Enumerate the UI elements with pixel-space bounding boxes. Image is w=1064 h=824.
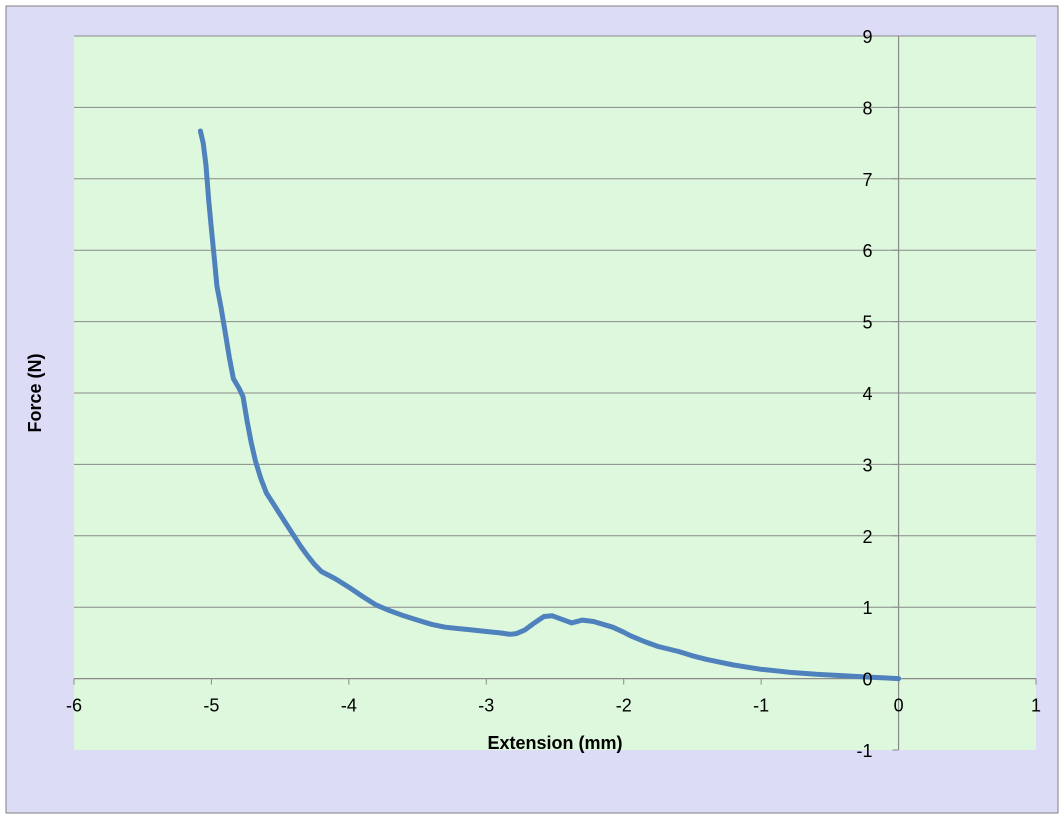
x-tick-label: -5	[203, 696, 219, 716]
y-tick-label: 9	[863, 27, 873, 47]
tick-labels: -6 -5 -4 -3 -2 -1 0 1 -1 0 1 2 3 4 5 6 7 8 9	[66, 27, 1041, 761]
y-tick-label: 1	[863, 598, 873, 618]
y-tick-label: 3	[863, 455, 873, 475]
y-tick-label: 6	[863, 241, 873, 261]
y-tick-label: -1	[857, 741, 873, 761]
y-tick-label: 5	[863, 313, 873, 333]
x-tick-label: -6	[66, 696, 82, 716]
x-tick-label: 1	[1031, 696, 1041, 716]
x-tick-label: -1	[753, 696, 769, 716]
y-axis-title: Force (N)	[25, 353, 45, 432]
x-tick-label: -3	[478, 696, 494, 716]
x-axis-title: Extension (mm)	[487, 733, 622, 753]
x-tick-label: -4	[341, 696, 357, 716]
series-layer	[197, 128, 902, 682]
x-tick-label: 0	[894, 696, 904, 716]
x-tick-label: -2	[616, 696, 632, 716]
y-tick-label: 2	[863, 527, 873, 547]
series-line-0	[197, 128, 902, 682]
gridlines	[74, 35, 1036, 608]
y-tick-label: 8	[863, 98, 873, 118]
y-tick-label: 4	[863, 384, 873, 404]
y-tick-label: 0	[863, 670, 873, 690]
y-tick-label: 7	[863, 170, 873, 190]
